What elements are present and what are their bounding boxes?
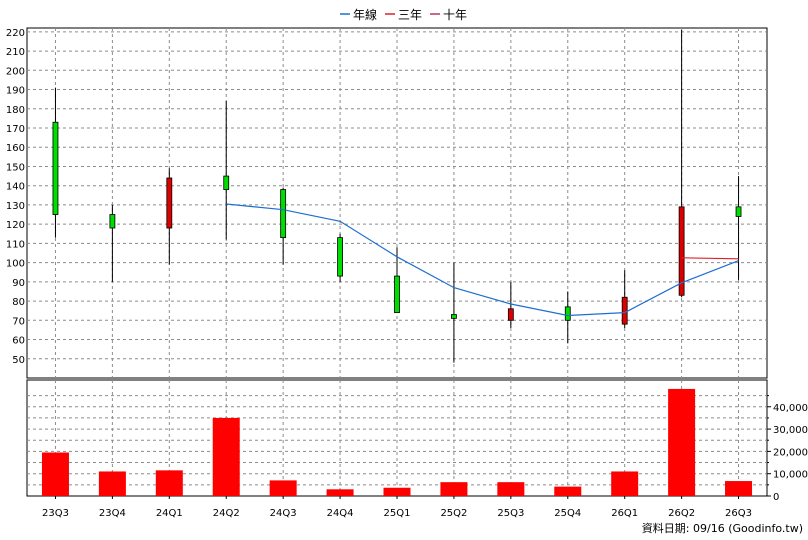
- volume-bar: [497, 482, 525, 496]
- price-tick-label: 70: [12, 316, 25, 327]
- price-tick-label: 80: [12, 297, 25, 308]
- volume-tick-label: 0: [773, 492, 779, 503]
- volume-tick-label: 30,000: [773, 425, 808, 436]
- price-tick-label: 180: [6, 105, 25, 116]
- volume-bar: [98, 471, 126, 496]
- price-tick-label: 170: [6, 124, 25, 135]
- volume-tick-label: 20,000: [773, 447, 808, 458]
- volume-bar: [611, 471, 639, 496]
- x-tick-label: 25Q4: [554, 508, 581, 519]
- candle-body: [52, 121, 59, 215]
- price-tick-label: 100: [6, 259, 25, 270]
- legend-label: 十年: [443, 8, 467, 22]
- volume-bar: [668, 388, 696, 496]
- legend: 年線 三年 十年: [340, 7, 467, 22]
- volume-panel: 0 10,000 20,000 30,000 40,000: [26, 379, 808, 503]
- x-axis: 23Q3 23Q4 24Q1 24Q2 24Q3 24Q4 25Q1 25Q2 25Q3 25Q4…: [42, 496, 752, 519]
- price-tick-label: 160: [6, 143, 25, 154]
- candle-body: [621, 296, 628, 325]
- price-tick-label: 140: [6, 182, 25, 193]
- legend-label: 三年: [398, 8, 422, 22]
- x-tick-label: 23Q3: [42, 508, 69, 519]
- price-tick-label: 150: [6, 162, 25, 173]
- volume-bar: [554, 486, 582, 496]
- price-tick-label: 60: [12, 336, 25, 347]
- volume-tick-label: 10,000: [773, 470, 808, 481]
- x-tick-label: 26Q2: [668, 508, 695, 519]
- candle-body: [337, 237, 343, 277]
- price-tick-label: 120: [6, 220, 25, 231]
- price-tick-label: 50: [12, 355, 25, 366]
- candle-body: [223, 175, 230, 190]
- price-tick-label: 130: [6, 201, 25, 212]
- x-tick-label: 25Q1: [384, 508, 411, 519]
- volume-bar: [155, 470, 183, 496]
- candle-body: [507, 308, 514, 321]
- candle-body: [109, 214, 116, 229]
- x-tick-label: 26Q1: [611, 508, 638, 519]
- x-tick-label: 25Q2: [440, 508, 467, 519]
- candle-body: [735, 206, 742, 217]
- price-tick-label: 200: [6, 66, 25, 77]
- volume-bar: [725, 481, 753, 496]
- legend-label: 年線: [353, 7, 377, 22]
- price-tick-label: 220: [6, 28, 25, 39]
- volume-bar: [41, 452, 69, 496]
- x-tick-label: 25Q3: [497, 508, 524, 519]
- ma-line: [226, 203, 739, 317]
- candle-body: [394, 275, 400, 314]
- volume-bar: [440, 482, 468, 496]
- price-tick-label: 190: [6, 86, 25, 97]
- candle-body: [166, 177, 173, 229]
- data-date-label: 資料日期: 09/16 (Goodinfo.tw): [642, 521, 803, 535]
- volume-bar: [326, 489, 354, 496]
- volume-bar: [383, 487, 411, 496]
- x-tick-label: 23Q4: [99, 508, 126, 519]
- x-tick-label: 24Q2: [213, 508, 240, 519]
- x-tick-label: 26Q3: [725, 508, 752, 519]
- ma-line: [681, 257, 739, 260]
- price-tick-label: 90: [12, 278, 25, 289]
- price-tick-label: 210: [6, 47, 25, 58]
- price-tick-label: 110: [6, 239, 25, 250]
- volume-bar: [269, 480, 297, 496]
- candle-body: [564, 306, 571, 321]
- x-tick-label: 24Q4: [327, 508, 354, 519]
- x-tick-label: 24Q1: [156, 508, 183, 519]
- candle-body: [451, 314, 457, 319]
- volume-tick-label: 40,000: [773, 403, 808, 414]
- x-tick-label: 24Q3: [270, 508, 297, 519]
- volume-bar: [212, 417, 240, 496]
- candle-body: [678, 206, 685, 296]
- candle-body: [280, 189, 287, 239]
- price-panel: 50 60 70 80 90 100 110 120 130 140 150 160 170 180 190…: [6, 27, 768, 379]
